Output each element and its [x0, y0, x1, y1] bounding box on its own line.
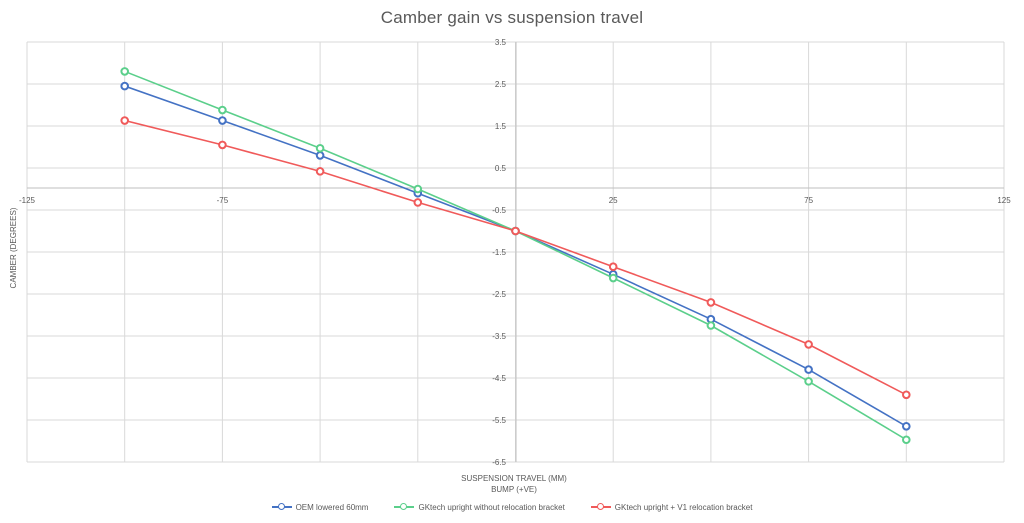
- grid-lines: [26, 41, 1005, 463]
- data-point: [902, 422, 911, 431]
- legend-item-1: OEM lowered 60mm: [271, 502, 369, 512]
- data-point: [218, 116, 227, 125]
- legend-label: GKtech upright + V1 relocation bracket: [614, 502, 753, 512]
- data-point: [804, 365, 813, 374]
- data-point: [120, 81, 129, 91]
- y-axis-label: CAMBER (DEGREES): [9, 207, 18, 288]
- data-point: [120, 67, 129, 76]
- x-tick-label: -125: [19, 196, 36, 205]
- axes: [27, 42, 1004, 462]
- data-point: [902, 390, 911, 400]
- data-point: [706, 321, 716, 330]
- y-tick-label: 1.5: [495, 122, 507, 131]
- y-tick-label: -0.5: [492, 206, 506, 215]
- data-point: [608, 262, 618, 272]
- x-tick-label: -75: [217, 196, 229, 205]
- data-point: [608, 273, 618, 283]
- x-tick-label: 75: [804, 196, 813, 205]
- legend: OEM lowered 60mm GKtech upright without r…: [0, 502, 1024, 512]
- legend-swatch: [590, 502, 611, 512]
- x-axis-label: SUSPENSION TRAVEL (MM): [461, 474, 567, 483]
- chart-title: Camber gain vs suspension travel: [380, 8, 644, 27]
- data-point: [413, 184, 423, 194]
- y-tick-label: -5.5: [492, 416, 506, 425]
- series-group: [120, 67, 911, 445]
- tick-labels: -125 -75 25 75 125 3.5 2.5 1.5 0.5 -0.5 -1.5 -2.5 -3…: [19, 38, 1011, 467]
- legend-item-2: GKtech upright without relocation bracke…: [394, 502, 565, 512]
- x-axis-sublabel: BUMP (+VE): [491, 485, 537, 494]
- x-tick-label: 125: [997, 196, 1011, 205]
- data-point: [315, 143, 325, 153]
- data-point: [218, 105, 227, 115]
- data-point: [511, 226, 520, 236]
- y-tick-label: -1.5: [492, 248, 506, 257]
- x-tick-label: 25: [609, 196, 618, 205]
- data-point: [315, 151, 325, 160]
- y-tick-label: -6.5: [492, 458, 506, 467]
- data-point: [413, 198, 423, 207]
- data-point: [804, 377, 813, 386]
- y-tick-label: 0.5: [495, 164, 507, 173]
- data-point: [218, 140, 227, 150]
- legend-swatch: [394, 502, 415, 512]
- y-tick-label: 3.5: [495, 38, 507, 47]
- y-tick-label: -3.5: [492, 332, 506, 341]
- data-point: [804, 340, 813, 349]
- data-point: [902, 435, 911, 445]
- data-point: [315, 167, 325, 176]
- legend-label: GKtech upright without relocation bracke…: [418, 502, 565, 512]
- legend-item-3: GKtech upright + V1 relocation bracket: [590, 502, 753, 512]
- data-point: [706, 298, 716, 307]
- legend-label: OEM lowered 60mm: [295, 502, 369, 512]
- y-tick-label: 2.5: [495, 80, 507, 89]
- data-point: [120, 116, 129, 125]
- y-tick-label: -4.5: [492, 374, 506, 383]
- legend-swatch: [271, 502, 292, 512]
- y-tick-label: -2.5: [492, 290, 506, 299]
